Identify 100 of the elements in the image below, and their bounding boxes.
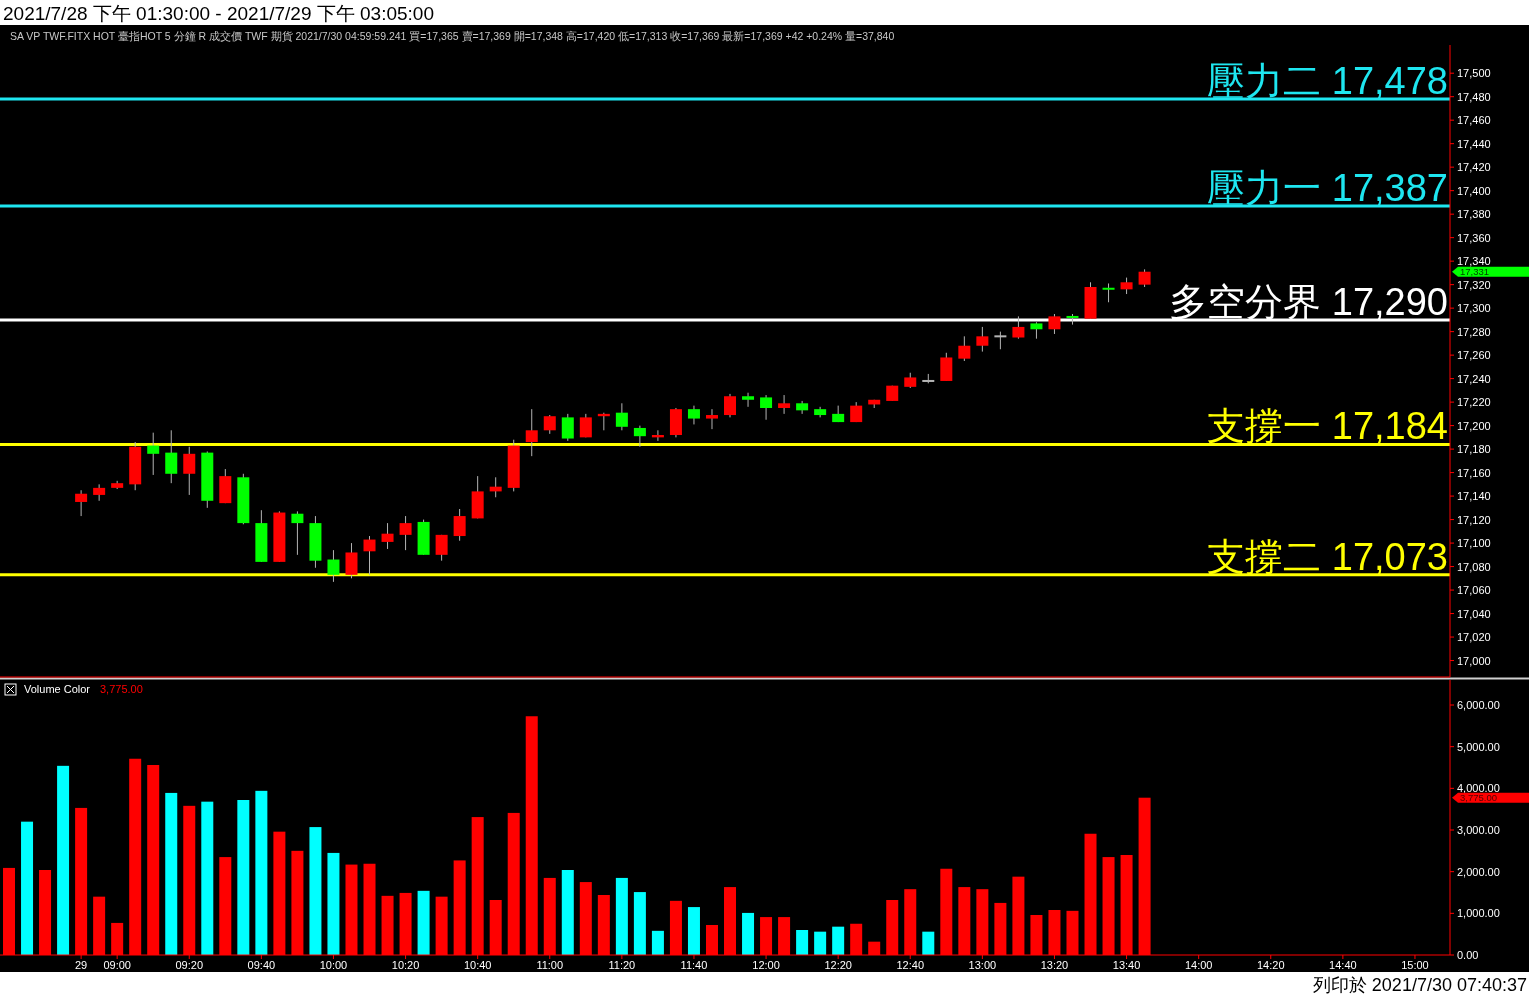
ref-line-label: 支撐一 17,184 xyxy=(1207,405,1448,448)
y-tick-label: 17,020 xyxy=(1457,631,1491,644)
text: 列印於 2021/7/30 07:40:37 xyxy=(1312,975,1527,995)
y-tick-label: 17,120 xyxy=(1457,513,1491,526)
bar xyxy=(57,765,70,955)
x-tick-label: 14:00 xyxy=(1184,959,1213,971)
bar xyxy=(742,912,755,955)
x-tick-label: 15:00 xyxy=(1401,959,1429,971)
y-tick-label: 17,280 xyxy=(1457,325,1491,338)
bar xyxy=(561,870,574,955)
y-tick-label: 17,040 xyxy=(1457,607,1491,620)
y-tick-label: 17,420 xyxy=(1457,161,1491,174)
candlestick xyxy=(75,489,88,517)
candlestick xyxy=(742,392,755,408)
x-tick-label: 09:40 xyxy=(247,959,276,971)
x-tick-label: 11:00 xyxy=(536,959,564,971)
y-tick-label: 17,300 xyxy=(1457,302,1491,315)
candlestick xyxy=(525,408,538,457)
candlestick xyxy=(327,549,340,583)
candlestick xyxy=(165,429,178,484)
x-tick-label: 13:00 xyxy=(968,959,997,971)
x-tick-label: 13:20 xyxy=(1040,959,1069,971)
y-tick-label: 17,000 xyxy=(1457,654,1491,667)
bar xyxy=(687,907,700,955)
chart-title: Volume Color xyxy=(24,683,91,695)
bar xyxy=(201,801,214,955)
y-tick-label: 17,180 xyxy=(1457,443,1491,456)
x-tick-label: 14:40 xyxy=(1329,959,1357,971)
y-tick-label: 3,000.00 xyxy=(1457,824,1500,836)
x-tick-label: 10:20 xyxy=(391,959,420,971)
x-tick-label: 12:40 xyxy=(896,959,925,971)
candlestick xyxy=(940,352,953,382)
ref-line-label: 多空分界 17,290 xyxy=(1169,280,1448,323)
chart-title: 2021/7/28 下午 01:30:00 - 2021/7/29 下午 03:05:00 xyxy=(3,3,434,24)
bar xyxy=(309,827,322,955)
candlestick xyxy=(543,414,556,435)
annotation: 3,775.00 xyxy=(100,683,143,695)
bar xyxy=(832,926,845,955)
candlestick xyxy=(687,405,700,425)
candlestick xyxy=(291,510,304,556)
candlestick xyxy=(976,326,989,353)
bar xyxy=(327,852,340,955)
y-tick-label: 17,100 xyxy=(1457,537,1491,550)
candlestick xyxy=(724,393,737,418)
x-tick-label: 13:40 xyxy=(1112,959,1141,971)
candlestick xyxy=(345,542,358,579)
candlestick xyxy=(399,515,412,551)
candlestick xyxy=(561,413,574,442)
text: 17,331 xyxy=(1460,266,1490,278)
bar xyxy=(237,800,250,955)
y-tick-label: 0.00 xyxy=(1457,949,1479,961)
bar xyxy=(165,792,178,955)
x-tick-label: 12:00 xyxy=(752,959,780,971)
bar xyxy=(651,930,664,955)
x-tick-label: 10:00 xyxy=(319,959,348,971)
y-tick-label: 17,340 xyxy=(1457,255,1491,268)
bar xyxy=(21,821,34,955)
bar xyxy=(255,790,268,955)
x-tick-label: 10:40 xyxy=(463,959,492,971)
candlestick xyxy=(705,408,718,430)
candlestick xyxy=(615,402,628,431)
candlestick xyxy=(147,432,160,476)
x-tick-label: 29 xyxy=(74,959,88,971)
y-tick-label: 17,460 xyxy=(1457,114,1491,127)
candlestick xyxy=(1102,282,1115,303)
y-tick-label: 17,440 xyxy=(1457,137,1491,150)
bar xyxy=(922,931,935,955)
bar xyxy=(615,877,628,955)
text: 3,775.00 xyxy=(1460,792,1497,804)
candlestick xyxy=(633,425,646,448)
candlestick xyxy=(381,522,394,550)
bar xyxy=(796,930,809,955)
candlestick xyxy=(453,508,466,542)
y-tick-label: 17,240 xyxy=(1457,372,1491,385)
candlestick xyxy=(1048,313,1061,335)
x-tick-label: 09:00 xyxy=(103,959,131,971)
y-tick-label: 17,200 xyxy=(1457,419,1491,432)
y-tick-label: 17,480 xyxy=(1457,90,1491,103)
candlestick xyxy=(760,394,773,421)
x-tick-label: 11:40 xyxy=(680,959,708,971)
ref-line-label: 壓力二 17,478 xyxy=(1207,60,1448,103)
x-tick-label: 12:20 xyxy=(824,959,852,971)
y-tick-label: 17,360 xyxy=(1457,231,1491,244)
candlestick xyxy=(363,535,376,576)
x-tick-label: 11:20 xyxy=(608,959,636,971)
candlestick xyxy=(93,483,106,502)
y-tick-label: 17,500 xyxy=(1457,67,1491,80)
y-tick-label: 17,220 xyxy=(1457,396,1491,409)
y-tick-label: 17,400 xyxy=(1457,184,1491,197)
candlestick xyxy=(796,400,809,415)
y-tick-label: 17,380 xyxy=(1457,208,1491,221)
y-tick-label: 2,000.00 xyxy=(1457,865,1500,878)
y-tick-label: 5,000.00 xyxy=(1457,740,1500,753)
y-tick-label: 6,000.00 xyxy=(1457,699,1500,711)
bar xyxy=(814,931,827,955)
candlestick xyxy=(1012,315,1025,340)
candlestick xyxy=(958,335,971,362)
y-tick-label: 17,140 xyxy=(1457,490,1491,503)
ref-line-label: 支撐二 17,073 xyxy=(1207,535,1448,578)
bar xyxy=(633,892,646,955)
